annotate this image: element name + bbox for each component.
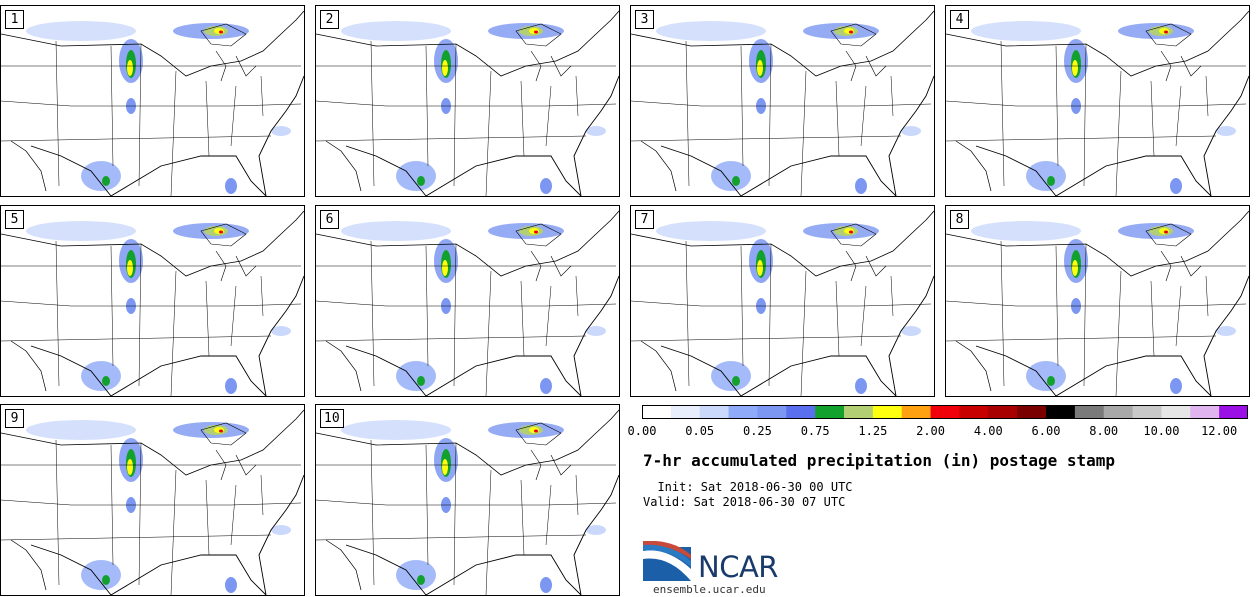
colorbar-swatch xyxy=(872,405,903,419)
init-time: Init: Sat 2018-06-30 00 UTC xyxy=(643,480,853,494)
us-map xyxy=(316,10,619,196)
member-map-panel: 4 xyxy=(945,5,1250,197)
member-number-label: 5 xyxy=(5,210,24,229)
colorbar-swatch xyxy=(815,405,845,419)
colorbar-swatch xyxy=(1219,405,1248,419)
us-map xyxy=(946,210,1249,396)
member-number-label: 6 xyxy=(320,210,339,229)
us-map xyxy=(946,10,1249,196)
member-map-panel: 9 xyxy=(0,404,305,596)
member-map-panel: 3 xyxy=(630,5,935,197)
member-map-panel: 8 xyxy=(945,205,1250,397)
member-number-label: 10 xyxy=(320,409,344,428)
colorbar-swatch xyxy=(786,405,816,419)
us-map xyxy=(316,409,619,595)
colorbar-swatch xyxy=(642,405,672,419)
colorbar-tick-label: 0.00 xyxy=(627,424,657,438)
member-number-label: 9 xyxy=(5,409,24,428)
valid-time: Valid: Sat 2018-06-30 07 UTC xyxy=(643,495,846,509)
colorbar-swatch xyxy=(1132,405,1162,419)
colorbar-tick-label: 12.00 xyxy=(1201,424,1238,438)
member-map-panel: 1 xyxy=(0,5,305,197)
colorbar-swatch xyxy=(699,405,730,419)
member-map-panel: 6 xyxy=(315,205,620,397)
colorbar-swatch xyxy=(670,405,701,419)
ncar-logo-icon xyxy=(643,541,691,581)
colorbar-tick-label: 1.25 xyxy=(858,424,888,438)
colorbar-swatch xyxy=(930,405,960,419)
colorbar-swatch xyxy=(728,405,758,419)
colorbar-swatch xyxy=(757,405,787,419)
colorbar-swatch xyxy=(988,405,1018,419)
us-map xyxy=(316,210,619,396)
colorbar-tick-label: 0.25 xyxy=(742,424,772,438)
member-number-label: 8 xyxy=(950,210,969,229)
member-map-panel: 5 xyxy=(0,205,305,397)
us-map xyxy=(1,409,304,595)
colorbar-tick-label: 6.00 xyxy=(1031,424,1061,438)
colorbar-swatch xyxy=(1017,405,1047,419)
us-map xyxy=(1,10,304,196)
member-number-label: 3 xyxy=(635,10,654,29)
member-number-label: 2 xyxy=(320,10,339,29)
member-number-label: 7 xyxy=(635,210,654,229)
colorbar-tick-label: 2.00 xyxy=(916,424,946,438)
member-map-panel: 10 xyxy=(315,404,620,596)
member-map-panel: 7 xyxy=(630,205,935,397)
colorbar-swatch xyxy=(1046,405,1076,419)
colorbar-outline xyxy=(642,405,1248,419)
ncar-logo-text: NCAR xyxy=(698,550,778,584)
colorbar-swatch xyxy=(844,405,874,419)
page-title: 7-hr accumulated precipitation (in) post… xyxy=(643,451,1116,470)
us-map xyxy=(1,210,304,396)
colorbar-swatch xyxy=(1161,405,1191,419)
colorbar-tick-label: 10.00 xyxy=(1143,424,1180,438)
colorbar-swatch xyxy=(1103,405,1134,419)
colorbar-tick-label: 8.00 xyxy=(1089,424,1119,438)
site-url: ensemble.ucar.edu xyxy=(653,583,766,596)
colorbar-swatch xyxy=(1190,405,1220,419)
colorbar-tick-label: 4.00 xyxy=(973,424,1003,438)
precip-colorbar xyxy=(642,405,1248,419)
colorbar-tick-label: 0.75 xyxy=(800,424,830,438)
us-map xyxy=(631,210,934,396)
colorbar-tick-label: 0.05 xyxy=(685,424,715,438)
colorbar-swatch xyxy=(959,405,989,419)
member-map-panel: 2 xyxy=(315,5,620,197)
us-map xyxy=(631,10,934,196)
member-number-label: 4 xyxy=(950,10,969,29)
colorbar-swatch xyxy=(1074,405,1105,419)
member-number-label: 1 xyxy=(5,10,24,29)
colorbar-swatch xyxy=(901,405,932,419)
